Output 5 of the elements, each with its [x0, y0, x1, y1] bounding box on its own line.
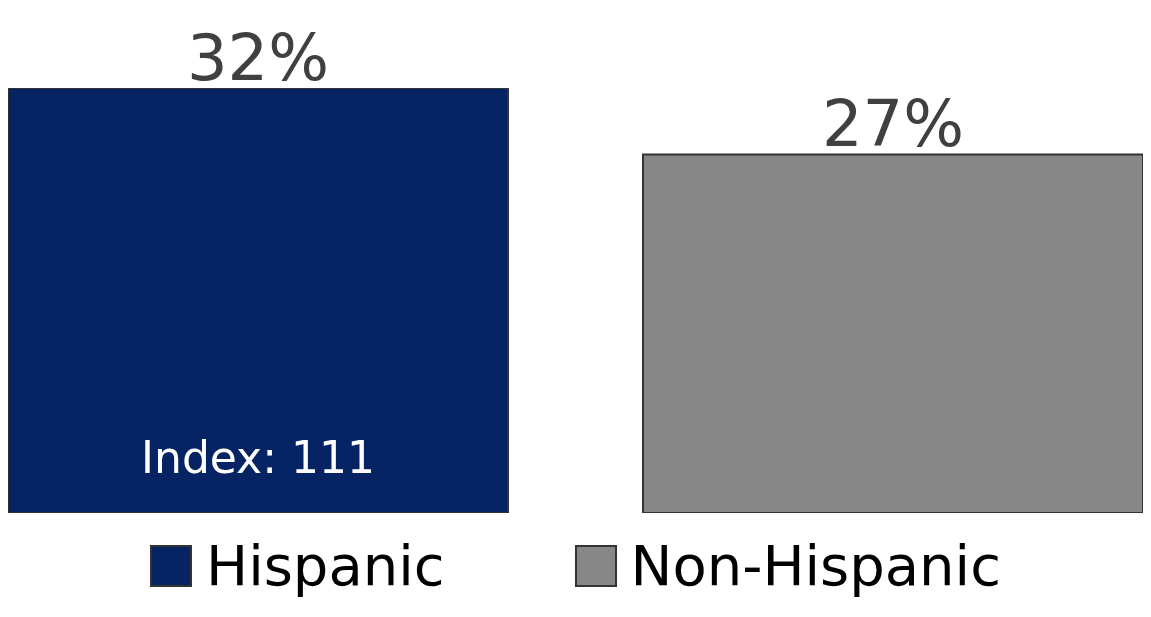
legend-label: Hispanic	[206, 533, 445, 598]
legend-label: Non-Hispanic	[630, 533, 1001, 598]
data-label: 32%	[186, 21, 330, 95]
annotation: Index: 111	[141, 432, 375, 483]
data-label: 27%	[821, 87, 965, 162]
